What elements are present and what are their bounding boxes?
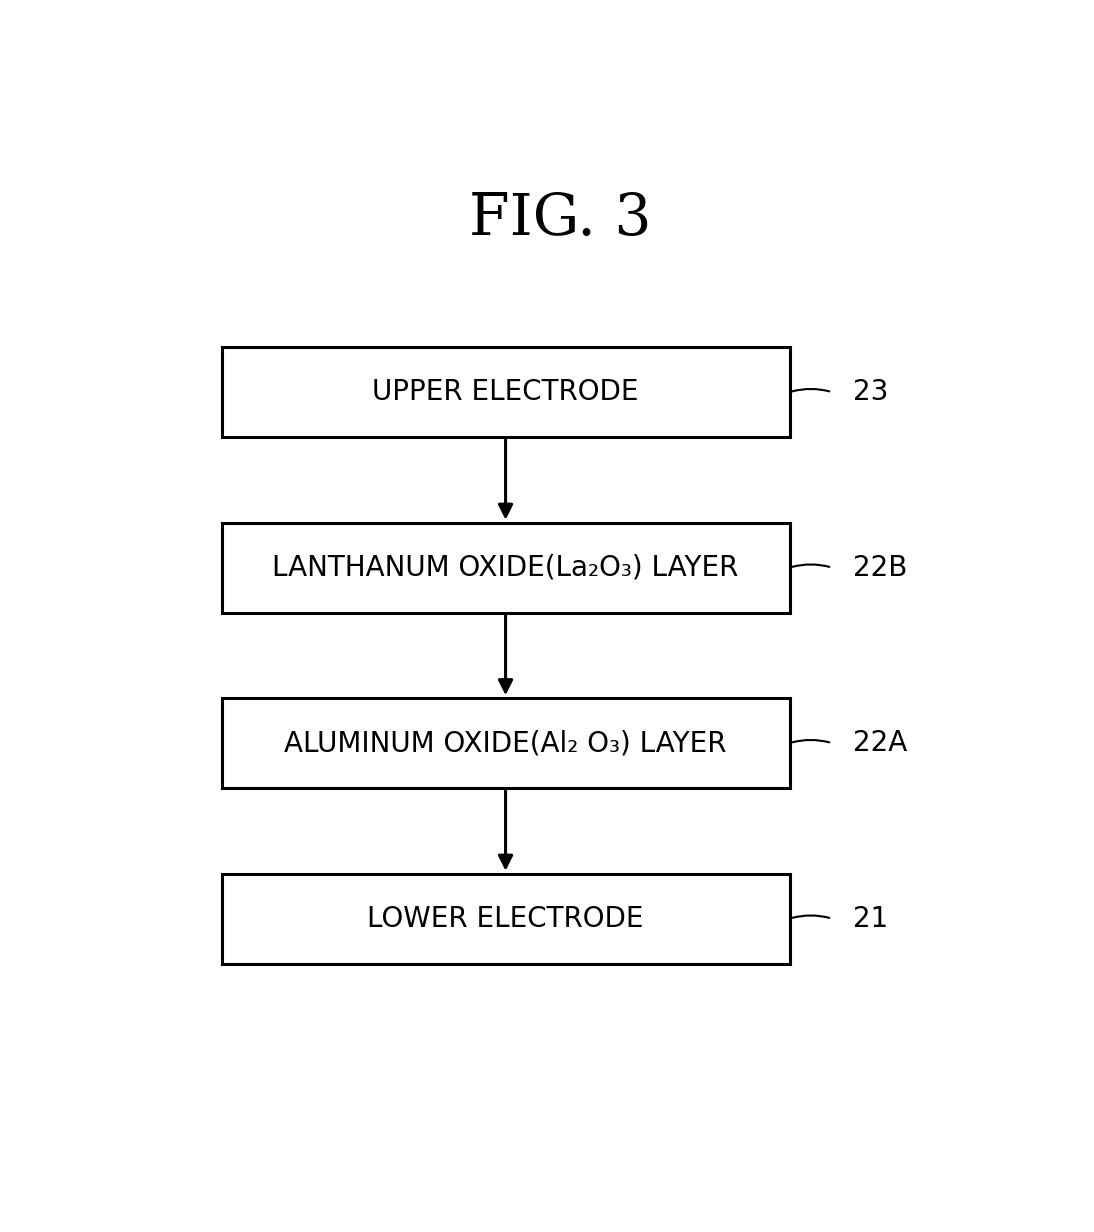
- Text: LOWER ELECTRODE: LOWER ELECTRODE: [368, 904, 643, 933]
- Text: ALUMINUM OXIDE(Al₂ O₃) LAYER: ALUMINUM OXIDE(Al₂ O₃) LAYER: [284, 729, 726, 758]
- Bar: [221, 873, 790, 963]
- Bar: [221, 522, 790, 612]
- Text: LANTHANUM OXIDE(La₂O₃) LAYER: LANTHANUM OXIDE(La₂O₃) LAYER: [272, 553, 738, 582]
- Bar: [221, 347, 790, 437]
- Text: UPPER ELECTRODE: UPPER ELECTRODE: [372, 378, 639, 407]
- Text: 23: 23: [853, 378, 888, 407]
- Text: 22B: 22B: [853, 553, 908, 582]
- Bar: [221, 699, 790, 788]
- Text: 22A: 22A: [853, 729, 907, 758]
- Text: 21: 21: [853, 904, 888, 933]
- Text: FIG. 3: FIG. 3: [469, 191, 652, 246]
